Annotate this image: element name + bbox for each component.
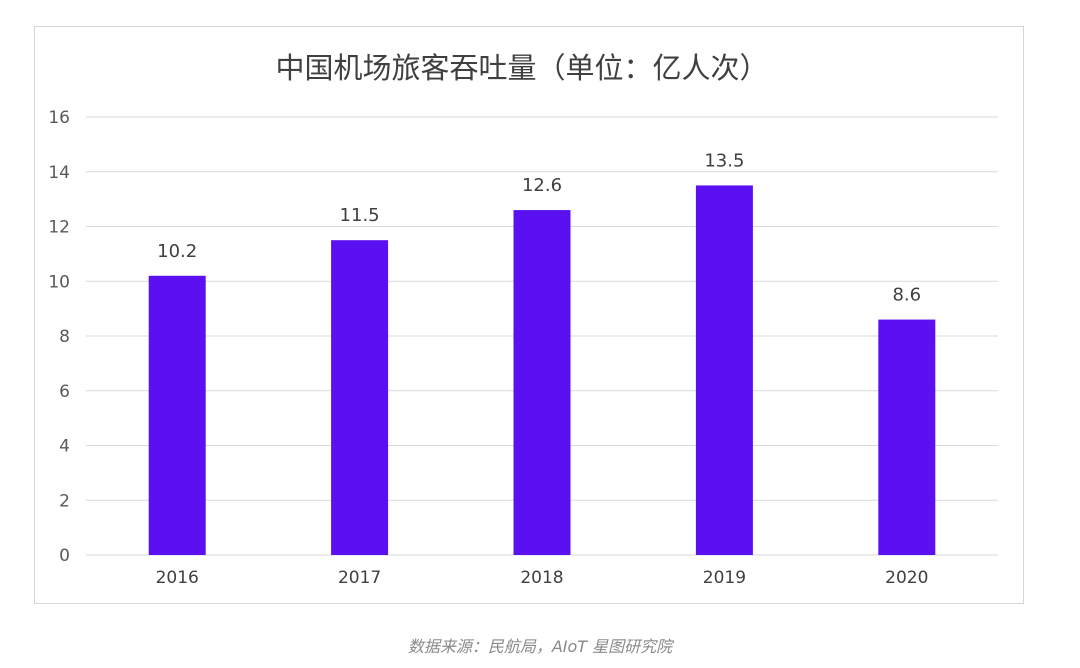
y-tick-label: 16 [48, 108, 70, 128]
x-category-label-2017: 2017 [338, 568, 381, 588]
data-label-2018: 12.6 [522, 175, 562, 196]
x-axis-categories: 2016 2017 2018 2019 2020 [156, 568, 929, 588]
y-tick-label: 12 [48, 218, 70, 238]
data-label-2019: 13.5 [704, 150, 744, 171]
y-tick-label: 6 [59, 382, 70, 402]
y-tick-label: 4 [59, 437, 70, 457]
x-category-label-2018: 2018 [520, 568, 563, 588]
data-source-note: 数据来源：民航局，AIoT 星图研究院 [407, 637, 673, 656]
y-tick-label: 2 [59, 491, 70, 511]
data-label-2017: 11.5 [340, 205, 380, 226]
bars [148, 185, 936, 555]
bar-2019 [695, 185, 753, 555]
data-label-2020: 8.6 [892, 285, 921, 306]
data-labels: 10.2 11.5 12.6 13.5 8.6 [157, 150, 921, 305]
x-category-label-2019: 2019 [703, 568, 746, 588]
y-tick-label: 8 [59, 327, 70, 347]
y-tick-label: 10 [48, 272, 70, 292]
bar-2017 [331, 240, 389, 555]
chart-title: 中国机场旅客吞吐量（单位：亿人次） [275, 51, 768, 85]
data-label-2016: 10.2 [157, 241, 197, 262]
bar-2018 [513, 210, 571, 555]
x-category-label-2020: 2020 [885, 568, 928, 588]
bar-2020 [878, 319, 936, 555]
bar-2016 [148, 275, 206, 555]
y-tick-label: 14 [48, 163, 70, 183]
x-category-label-2016: 2016 [156, 568, 199, 588]
y-axis-ticks: 0 2 4 6 8 10 12 14 16 [48, 108, 70, 566]
y-tick-label: 0 [59, 546, 70, 566]
